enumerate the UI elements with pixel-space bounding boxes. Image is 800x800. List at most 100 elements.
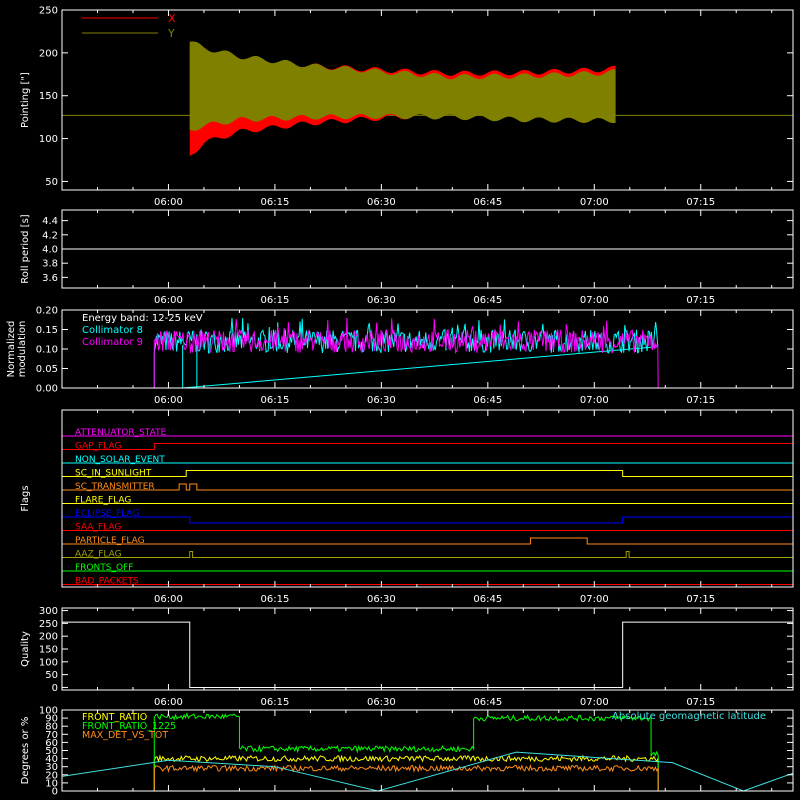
legend-geomagnetic-latitude: Absolute geomagnetic latitude xyxy=(612,711,766,722)
y-tick-label: 300 xyxy=(39,606,58,617)
y-tick-label: 60 xyxy=(45,738,58,749)
flag-line-gap_flag xyxy=(62,443,793,450)
panel-frame-3 xyxy=(61,409,794,588)
flag-label-bad_packets: BAD_PACKETS xyxy=(75,577,139,587)
legend-y-label: Y xyxy=(167,27,175,40)
degrees-series-3 xyxy=(61,751,794,792)
y-tick-label: 250 xyxy=(39,619,58,630)
y-tick-label: 0 xyxy=(52,683,58,694)
y-tick-label: 50 xyxy=(45,670,58,681)
y-axis-label: Flags xyxy=(20,485,31,511)
legend-collimator-9: Collimator 9 xyxy=(82,337,143,348)
degrees-series-2 xyxy=(62,763,793,792)
flag-label-flare_flag: FLARE_FLAG xyxy=(75,496,131,506)
y-axis-label: Normalized xyxy=(6,321,17,378)
y-tick-label: 4.4 xyxy=(42,216,58,227)
time-tick-label: 06:00 xyxy=(154,594,183,605)
axes-layer xyxy=(61,9,794,792)
degrees-series-1 xyxy=(62,712,793,792)
time-tick-label: 06:15 xyxy=(260,197,289,208)
y-tick-label: 100 xyxy=(39,657,58,668)
y-tick-label: 40 xyxy=(45,754,58,765)
time-tick-label: 06:00 xyxy=(154,197,183,208)
time-tick-label: 07:15 xyxy=(686,295,715,306)
flag-line-eclipse_flag xyxy=(62,516,793,524)
flag-label-fronts_off: FRONTS_OFF xyxy=(75,563,133,573)
y-tick-label: 200 xyxy=(39,632,58,643)
time-tick-label: 07:15 xyxy=(686,697,715,708)
flag-label-sc_in_sunlight: SC_IN_SUNLIGHT xyxy=(75,469,152,479)
time-tick-label: 06:30 xyxy=(367,395,396,406)
y-tick-label: 0.15 xyxy=(36,325,58,336)
y-tick-label: 80 xyxy=(45,722,58,733)
y-tick-label: 0.05 xyxy=(36,364,58,375)
flag-line-aaz_flag xyxy=(62,551,793,558)
y-tick-label: 250 xyxy=(39,6,58,17)
time-tick-label: 07:00 xyxy=(580,197,609,208)
flag-line-sc_transmitter xyxy=(62,483,793,491)
time-tick-label: 06:15 xyxy=(260,697,289,708)
flag-label-particle_flag: PARTICLE_FLAG xyxy=(75,536,145,546)
time-tick-label: 06:00 xyxy=(154,697,183,708)
time-tick-label: 06:15 xyxy=(260,594,289,605)
time-tick-label: 07:00 xyxy=(580,395,609,406)
y-tick-label: 100 xyxy=(39,134,58,145)
time-tick-label: 07:00 xyxy=(580,594,609,605)
y-axis-label: modulation xyxy=(17,321,28,378)
flag-label-non_solar_event: NON_SOLAR_EVENT xyxy=(75,455,165,465)
flag-label-eclipse_flag: ECLIPSE_FLAG xyxy=(75,509,139,519)
y-tick-label: 50 xyxy=(45,746,58,757)
y-tick-label: 3.8 xyxy=(42,259,58,270)
y-axis-label: Degrees or % xyxy=(20,717,31,785)
y-tick-label: 0.10 xyxy=(36,345,58,356)
legend-front-ratio: FRONT_RATIO xyxy=(82,712,147,723)
y-tick-label: 0.00 xyxy=(36,384,58,395)
time-tick-label: 06:30 xyxy=(367,197,396,208)
time-tick-label: 06:45 xyxy=(473,395,502,406)
quality-line xyxy=(62,621,793,688)
flag-label-gap_flag: GAP_FLAG xyxy=(75,442,121,452)
data-layer xyxy=(61,17,794,792)
y-tick-label: 20 xyxy=(45,770,58,781)
time-tick-label: 07:00 xyxy=(580,697,609,708)
legend-x-label: X xyxy=(168,12,176,25)
y-tick-label: 150 xyxy=(39,91,58,102)
time-tick-label: 06:30 xyxy=(367,594,396,605)
y-tick-label: 10 xyxy=(45,778,58,789)
time-tick-label: 07:00 xyxy=(580,295,609,306)
time-tick-label: 07:15 xyxy=(686,395,715,406)
time-tick-label: 06:15 xyxy=(260,395,289,406)
degrees-series-0 xyxy=(62,754,793,792)
time-tick-label: 06:00 xyxy=(154,295,183,306)
legend-collimator-8: Collimator 8 xyxy=(82,325,143,336)
modulation-annotation: Energy band: 12-25 keV xyxy=(82,313,203,324)
time-tick-label: 07:15 xyxy=(686,594,715,605)
y-tick-label: 70 xyxy=(45,730,58,741)
modulation-series-1 xyxy=(62,317,793,389)
pointing-y-series xyxy=(189,41,616,131)
y-tick-label: 50 xyxy=(45,177,58,188)
time-tick-label: 06:30 xyxy=(367,697,396,708)
time-tick-label: 06:45 xyxy=(473,295,502,306)
y-tick-label: 30 xyxy=(45,762,58,773)
y-tick-label: 0 xyxy=(52,787,58,798)
y-tick-label: 3.6 xyxy=(42,273,58,284)
y-tick-label: 4.2 xyxy=(42,230,58,241)
time-tick-label: 06:15 xyxy=(260,295,289,306)
panel-frame-0 xyxy=(61,9,794,191)
time-tick-label: 06:30 xyxy=(367,295,396,306)
legend-max-det-vs-tot: MAX_DET_VS_TOT xyxy=(82,730,168,741)
y-tick-label: 150 xyxy=(39,645,58,656)
y-tick-label: 90 xyxy=(45,714,58,725)
legend-front-ratio-1225: FRONT_RATIO_1225 xyxy=(82,721,176,732)
flag-label-sc_transmitter: SC_TRANSMITTER xyxy=(75,482,155,492)
flag-line-sc_in_sunlight xyxy=(62,470,793,477)
flag-label-aaz_flag: AAZ_FLAG xyxy=(75,550,122,560)
time-tick-label: 07:15 xyxy=(686,197,715,208)
time-tick-label: 06:00 xyxy=(154,395,183,406)
flag-label-attenuator_state: ATTENUATOR_STATE xyxy=(75,428,167,438)
y-tick-label: 100 xyxy=(39,706,58,717)
y-tick-label: 200 xyxy=(39,48,58,59)
flag-label-saa_flag: SAA_FLAG xyxy=(75,523,121,533)
